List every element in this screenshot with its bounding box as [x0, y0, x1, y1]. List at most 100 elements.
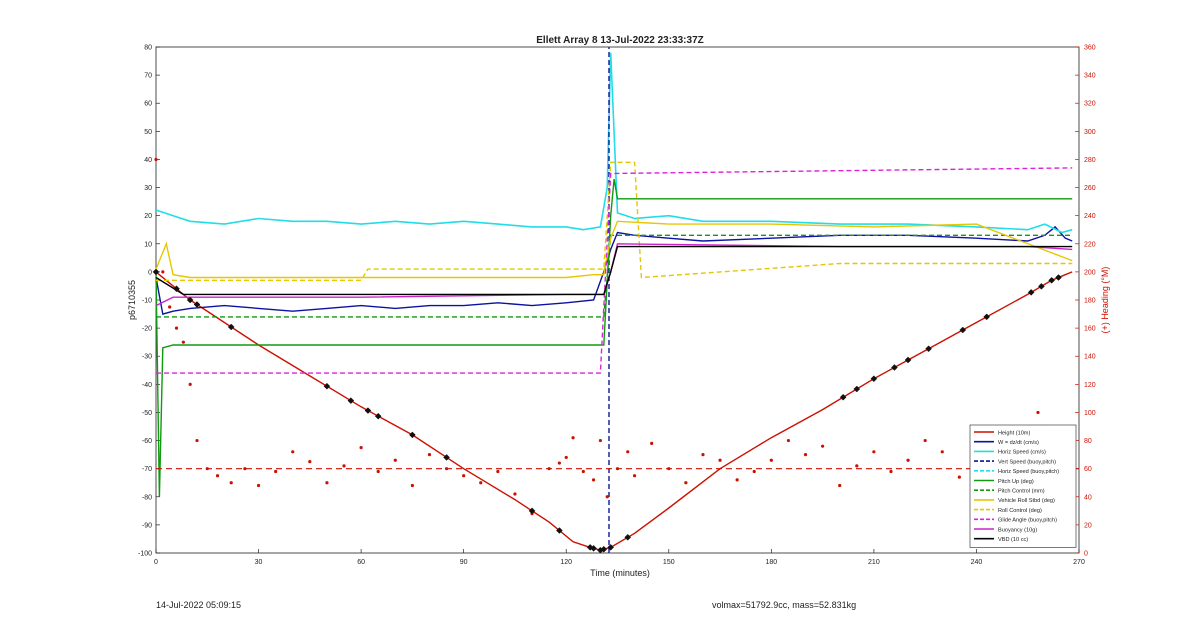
heading-point	[513, 492, 517, 496]
height-marker	[323, 382, 331, 390]
y-right-tick-label: 240	[1084, 213, 1096, 220]
y-right-tick-label: 320	[1084, 101, 1096, 108]
heading-point	[735, 478, 739, 482]
height-marker	[193, 301, 201, 308]
y-right-tick-label: 40	[1084, 494, 1092, 501]
legend-label: Buoyancy (10g)	[998, 527, 1037, 533]
legend-label: Vert Speed (buoy,pitch)	[998, 459, 1056, 465]
height-marker	[1027, 289, 1035, 296]
legend-label: Glide Angle (buoy,pitch)	[998, 518, 1057, 524]
height-marker	[904, 356, 912, 364]
x-tick-label: 0	[154, 559, 158, 566]
series-line-pitch-up-deg	[155, 178, 1073, 497]
heading-point	[256, 483, 261, 488]
y-right-tick-label: 260	[1084, 185, 1096, 192]
footer-volmax-mass: volmax=51792.9cc, mass=52.831kg	[712, 600, 857, 610]
heading-point	[581, 469, 585, 474]
heading-point	[889, 469, 893, 474]
height-marker	[600, 545, 608, 553]
heading-point	[923, 438, 927, 443]
legend: Height (10m) W = dz/dt (cm/s) Horiz Speed …	[969, 424, 1077, 548]
x-tick-label: 240	[971, 559, 983, 566]
height-marker	[443, 454, 450, 461]
height-marker	[1038, 282, 1045, 290]
y-left-tick-label: -80	[142, 494, 152, 501]
height-marker	[870, 375, 878, 383]
heading-point	[342, 464, 346, 468]
y-left-tick-label: -40	[142, 382, 152, 389]
height-marker	[409, 431, 416, 439]
y-left-tick-label: 20	[144, 213, 152, 220]
y-left-tick-label: 40	[144, 157, 152, 164]
heading-point	[161, 270, 165, 274]
footer-timestamp: 14-Jul-2022 05:09:15	[156, 600, 242, 610]
y-right-tick-label: 20	[1084, 522, 1092, 529]
height-marker	[607, 544, 615, 551]
x-axis-label: Time (minutes)	[590, 568, 650, 578]
heading-point	[291, 450, 295, 454]
y-right-tick-label: 160	[1084, 326, 1096, 333]
x-axis-ticks: 0 30 60 90 120 150 180 210 240 270	[154, 549, 1085, 566]
heading-point	[940, 450, 944, 454]
height-marker	[1048, 276, 1056, 284]
height-marker	[364, 407, 372, 414]
legend-label: Horiz Speed (buoy,pitch)	[998, 469, 1059, 475]
chart-title: Ellett Array 8 13-Jul-2022 23:33:37Z	[536, 35, 704, 46]
height-marker	[624, 533, 632, 541]
height-marker	[839, 393, 847, 401]
heading-point	[376, 469, 380, 474]
y-right-tick-label: 180	[1084, 298, 1096, 305]
legend-label: Vehicle Roll Stbd (deg)	[998, 498, 1055, 504]
heading-point	[359, 445, 363, 450]
x-tick-label: 60	[357, 559, 365, 566]
heading-point	[462, 474, 466, 478]
heading-point	[174, 326, 179, 330]
series-line-horiz-speed-cm-s	[155, 52, 1073, 234]
heading-point	[188, 382, 192, 386]
series-layer	[155, 47, 1073, 553]
heading-point	[564, 455, 568, 460]
y-right-tick-label: 80	[1084, 438, 1092, 445]
y-left-tick-label: -90	[142, 522, 152, 529]
y-right-tick-label: 200	[1084, 269, 1096, 276]
y-left-tick-label: 10	[144, 241, 152, 248]
legend-label: Height (10m)	[998, 430, 1030, 436]
heading-point	[632, 474, 637, 478]
y-right-tick-label: 360	[1084, 45, 1096, 52]
height-marker	[891, 364, 898, 371]
heading-point	[479, 481, 483, 485]
y-left-tick-label: 30	[144, 185, 152, 192]
series-line-pitch-control-mm	[156, 234, 1073, 318]
y-left-tick-label: -20	[142, 326, 152, 333]
x-tick-label: 120	[560, 559, 572, 566]
height-marker	[227, 323, 235, 331]
y-left-tick-label: -50	[142, 410, 152, 417]
heading-point	[701, 453, 705, 457]
y-right-tick-label: 100	[1084, 410, 1096, 417]
heading-point	[769, 458, 773, 462]
y-right-tick-label: 60	[1084, 466, 1092, 473]
y-right-tick-label: 300	[1084, 129, 1096, 136]
heading-point	[154, 157, 158, 162]
plot-area	[155, 46, 1080, 554]
x-tick-label: 30	[255, 559, 263, 566]
heading-point	[168, 305, 172, 309]
heading-point	[274, 469, 278, 474]
heading-point	[496, 469, 500, 474]
series-line-w-dz-dt-cm-s	[155, 225, 1073, 315]
heading-point	[393, 458, 397, 462]
heading-point	[229, 481, 233, 485]
heading-point	[838, 483, 842, 488]
y-left-tick-label: 50	[144, 129, 152, 136]
y-axis-right-label: (+) Heading (°M)	[1100, 267, 1110, 334]
heading-point	[215, 474, 220, 478]
height-marker	[152, 268, 160, 276]
heading-point	[427, 453, 432, 457]
heading-point	[591, 478, 596, 482]
y-left-tick-label: 60	[144, 101, 152, 108]
heading-point	[803, 453, 808, 457]
height-marker	[925, 345, 932, 353]
y-left-tick-label: -100	[138, 551, 152, 558]
series-line-roll-control-deg	[156, 161, 1073, 281]
height-marker	[556, 527, 563, 534]
